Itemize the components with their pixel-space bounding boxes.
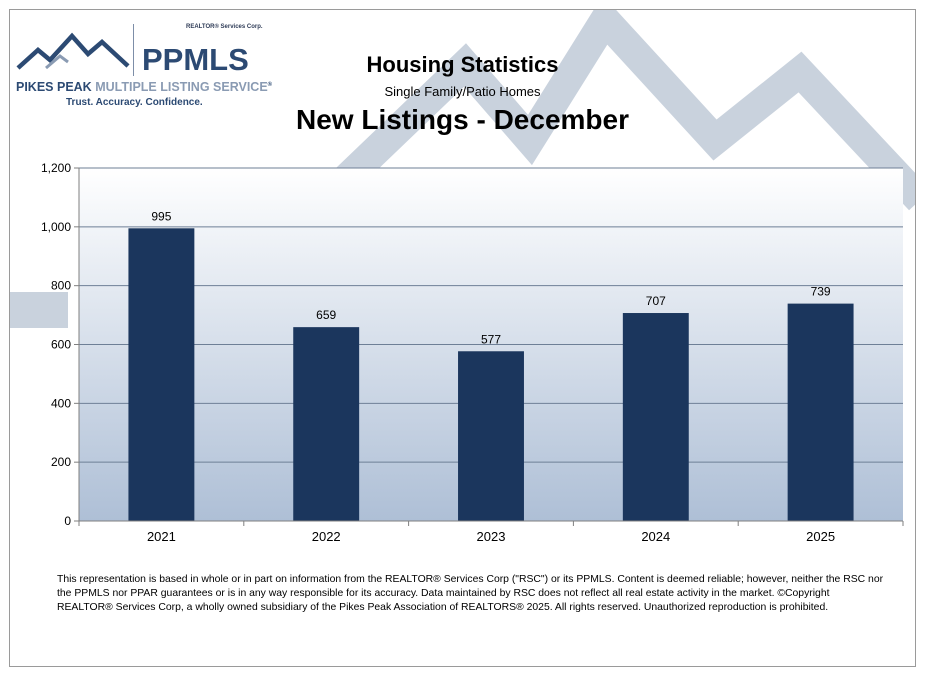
data-label-2023: 577 bbox=[481, 332, 501, 346]
subtitle: Single Family/Patio Homes bbox=[384, 84, 541, 99]
page-frame: REALTOR® Services Corp. PPMLS PIKES PEAK… bbox=[9, 9, 916, 667]
y-tick-label: 0 bbox=[64, 514, 71, 528]
y-tick-label: 200 bbox=[51, 455, 71, 469]
data-label-2021: 995 bbox=[151, 209, 171, 223]
bar-2022 bbox=[293, 327, 360, 521]
logo-trademark: ® bbox=[267, 81, 273, 88]
y-tick-label: 800 bbox=[51, 279, 71, 293]
data-label-2024: 707 bbox=[646, 294, 666, 308]
data-label-2022: 659 bbox=[316, 308, 336, 322]
y-tick-label: 400 bbox=[51, 396, 71, 410]
x-tick-label-2025: 2025 bbox=[806, 529, 835, 544]
data-label-2025: 739 bbox=[811, 285, 831, 299]
y-tick-label: 600 bbox=[51, 338, 71, 352]
ppmls-logo: REALTOR® Services Corp. PPMLS PIKES PEAK… bbox=[14, 20, 272, 115]
logo-name: PIKES PEAK MULTIPLE LISTING SERVICE® bbox=[16, 80, 272, 94]
y-tick-label: 1,000 bbox=[41, 220, 71, 234]
background-mountain-shape bbox=[10, 10, 915, 328]
bar-2021 bbox=[128, 228, 195, 521]
bar-2025 bbox=[787, 303, 854, 521]
x-tick-label-2022: 2022 bbox=[312, 529, 341, 544]
logo-name-light: MULTIPLE LISTING SERVICE bbox=[95, 80, 268, 94]
disclaimer-footer: This representation is based in whole or… bbox=[57, 574, 884, 613]
logo-corp-label: REALTOR® Services Corp. bbox=[186, 24, 263, 30]
logo-name-bold: PIKES PEAK bbox=[16, 80, 92, 94]
logo-divider bbox=[133, 24, 134, 76]
bar-2024 bbox=[622, 313, 689, 521]
logo-brand: PPMLS bbox=[142, 42, 249, 77]
x-tick-label-2023: 2023 bbox=[477, 529, 506, 544]
labels: 0 200 400 600 800 1,000 1,200 995 2021 659 2022 577… bbox=[41, 161, 835, 544]
main-title: Housing Statistics bbox=[366, 52, 559, 77]
bar-2023 bbox=[458, 351, 524, 521]
axes bbox=[74, 167, 904, 526]
mountain-logo-icon bbox=[16, 32, 130, 70]
x-tick-label-2024: 2024 bbox=[641, 529, 670, 544]
chart-title: New Listings - December bbox=[296, 104, 629, 135]
bar-chart: 0 200 400 600 800 1,000 1,200 995 2021 659 2022 577… bbox=[41, 161, 904, 544]
x-tick-label-2021: 2021 bbox=[147, 529, 176, 544]
y-tick-label: 1,200 bbox=[41, 161, 71, 175]
bars bbox=[128, 228, 854, 521]
logo-tagline: Trust. Accuracy. Confidence. bbox=[66, 97, 203, 108]
